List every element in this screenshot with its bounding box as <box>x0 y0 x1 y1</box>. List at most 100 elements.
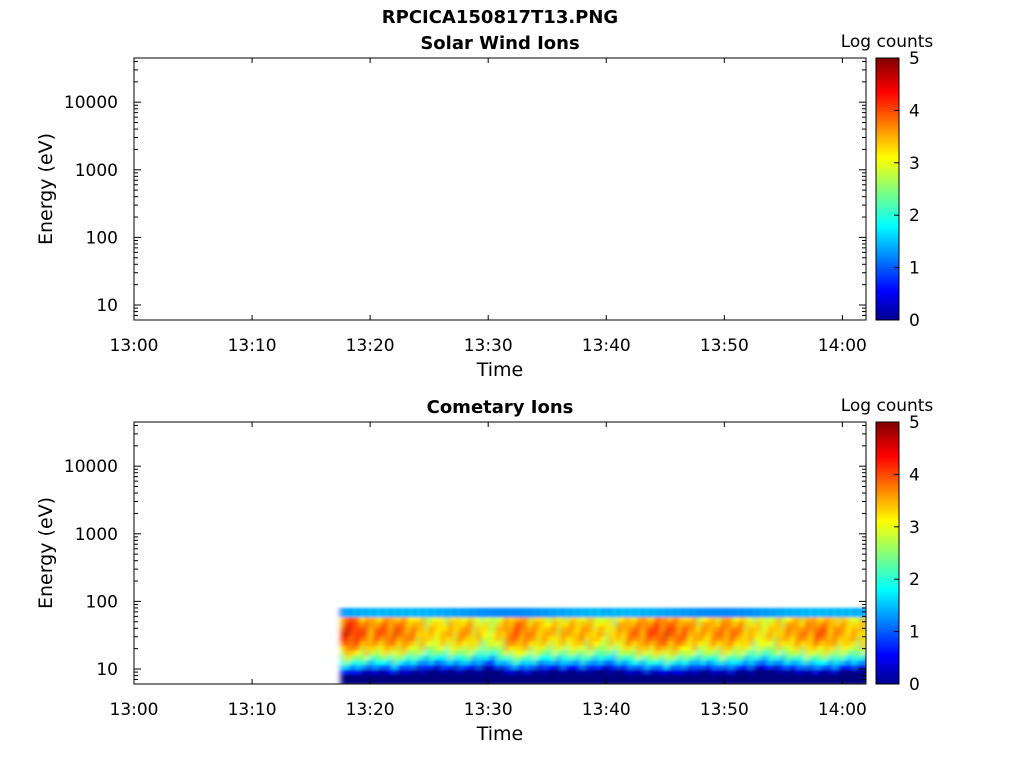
heatmap-cell <box>756 679 762 684</box>
heatmap-cell <box>452 631 458 638</box>
heatmap-cell <box>460 646 466 652</box>
heatmap-cell <box>848 665 854 671</box>
heatmap-cell <box>376 636 382 642</box>
heatmap-cell <box>456 650 462 657</box>
heatmap-cell <box>660 655 666 661</box>
heatmap-cell <box>784 650 790 657</box>
heatmap-cell <box>400 627 406 633</box>
heatmap-cell <box>428 660 434 666</box>
heatmap-cell <box>724 636 730 642</box>
heatmap-cell <box>340 646 346 652</box>
heatmap-cell <box>536 641 542 647</box>
heatmap-cell <box>612 607 618 614</box>
heatmap-cell <box>456 641 462 647</box>
heatmap-cell <box>388 617 394 623</box>
heatmap-cell <box>540 612 546 619</box>
heatmap-cell <box>376 607 382 614</box>
heatmap-cell <box>368 650 374 657</box>
heatmap-cell <box>548 612 554 619</box>
heatmap-cell <box>436 650 442 657</box>
heatmap-cell <box>824 679 830 684</box>
heatmap-cell <box>552 627 558 633</box>
heatmap-cell <box>772 679 778 684</box>
heatmap-cell <box>480 617 486 623</box>
heatmap-cell <box>380 636 386 642</box>
heatmap-cell <box>712 674 718 680</box>
heatmap-cell <box>720 655 726 661</box>
heatmap-cell <box>520 674 526 680</box>
heatmap-cell <box>792 617 798 623</box>
heatmap-cell <box>740 665 746 671</box>
heatmap-cell <box>624 646 630 652</box>
heatmap-cell <box>644 627 650 633</box>
heatmap-cell <box>580 679 586 684</box>
heatmap-cell <box>584 631 590 638</box>
heatmap-cell <box>484 607 490 614</box>
heatmap-cell <box>452 607 458 614</box>
y-tick-label: 10000 <box>64 457 118 477</box>
heatmap-cell <box>580 665 586 671</box>
heatmap-cell <box>832 607 838 614</box>
heatmap-cell <box>400 612 406 619</box>
heatmap-cell <box>704 607 710 614</box>
colorbar-tick-label: 1 <box>909 623 920 643</box>
heatmap-cell <box>732 679 738 684</box>
heatmap-cell <box>516 622 522 628</box>
heatmap-cell <box>676 646 682 652</box>
heatmap-cell <box>628 607 634 614</box>
heatmap-cell <box>688 669 694 676</box>
heatmap-cell <box>560 655 566 661</box>
heatmap-cell <box>340 665 346 671</box>
colorbar-tick-label: 1 <box>909 259 920 279</box>
heatmap-cell <box>604 646 610 652</box>
heatmap-cell <box>752 631 758 638</box>
heatmap-cell <box>380 622 386 628</box>
heatmap-cell <box>472 674 478 680</box>
heatmap-cell <box>740 669 746 676</box>
heatmap-cell <box>340 617 346 623</box>
heatmap-cell <box>580 646 586 652</box>
heatmap-cell <box>720 679 726 684</box>
heatmap-cell <box>540 617 546 623</box>
heatmap-cell <box>588 617 594 623</box>
heatmap-cell <box>428 679 434 684</box>
heatmap-cell <box>800 627 806 633</box>
heatmap-cell <box>528 636 534 642</box>
heatmap-cell <box>492 607 498 614</box>
heatmap-cell <box>464 655 470 661</box>
heatmap-cell <box>600 669 606 676</box>
heatmap-cell <box>816 650 822 657</box>
heatmap-cell <box>468 617 474 623</box>
heatmap-cell <box>436 612 442 619</box>
heatmap-cell <box>676 622 682 628</box>
heatmap-cell <box>660 636 666 642</box>
heatmap-cell <box>652 646 658 652</box>
heatmap-cell <box>352 646 358 652</box>
heatmap-cell <box>392 641 398 647</box>
colorbar-tick-label: 0 <box>909 311 920 331</box>
heatmap-cell <box>712 607 718 614</box>
heatmap-cell <box>356 669 362 676</box>
heatmap-cell <box>640 627 646 633</box>
heatmap-cell <box>408 669 414 676</box>
heatmap-cell <box>460 679 466 684</box>
heatmap-cell <box>496 612 502 619</box>
heatmap-cell <box>448 679 454 684</box>
heatmap-cell <box>628 665 634 671</box>
heatmap-cell <box>556 669 562 676</box>
heatmap-cell <box>404 669 410 676</box>
heatmap-cell <box>732 622 738 628</box>
heatmap-cell <box>756 607 762 614</box>
heatmap-cell <box>436 617 442 623</box>
heatmap-cell <box>780 674 786 680</box>
heatmap-cell <box>652 617 658 623</box>
heatmap-cell <box>684 612 690 619</box>
heatmap-cell <box>340 622 346 628</box>
heatmap-cell <box>768 665 774 671</box>
heatmap-cell <box>792 646 798 652</box>
heatmap-cell <box>656 631 662 638</box>
heatmap-cell <box>800 650 806 657</box>
heatmap-cell <box>616 641 622 647</box>
heatmap-cell <box>564 641 570 647</box>
heatmap-cell <box>764 679 770 684</box>
